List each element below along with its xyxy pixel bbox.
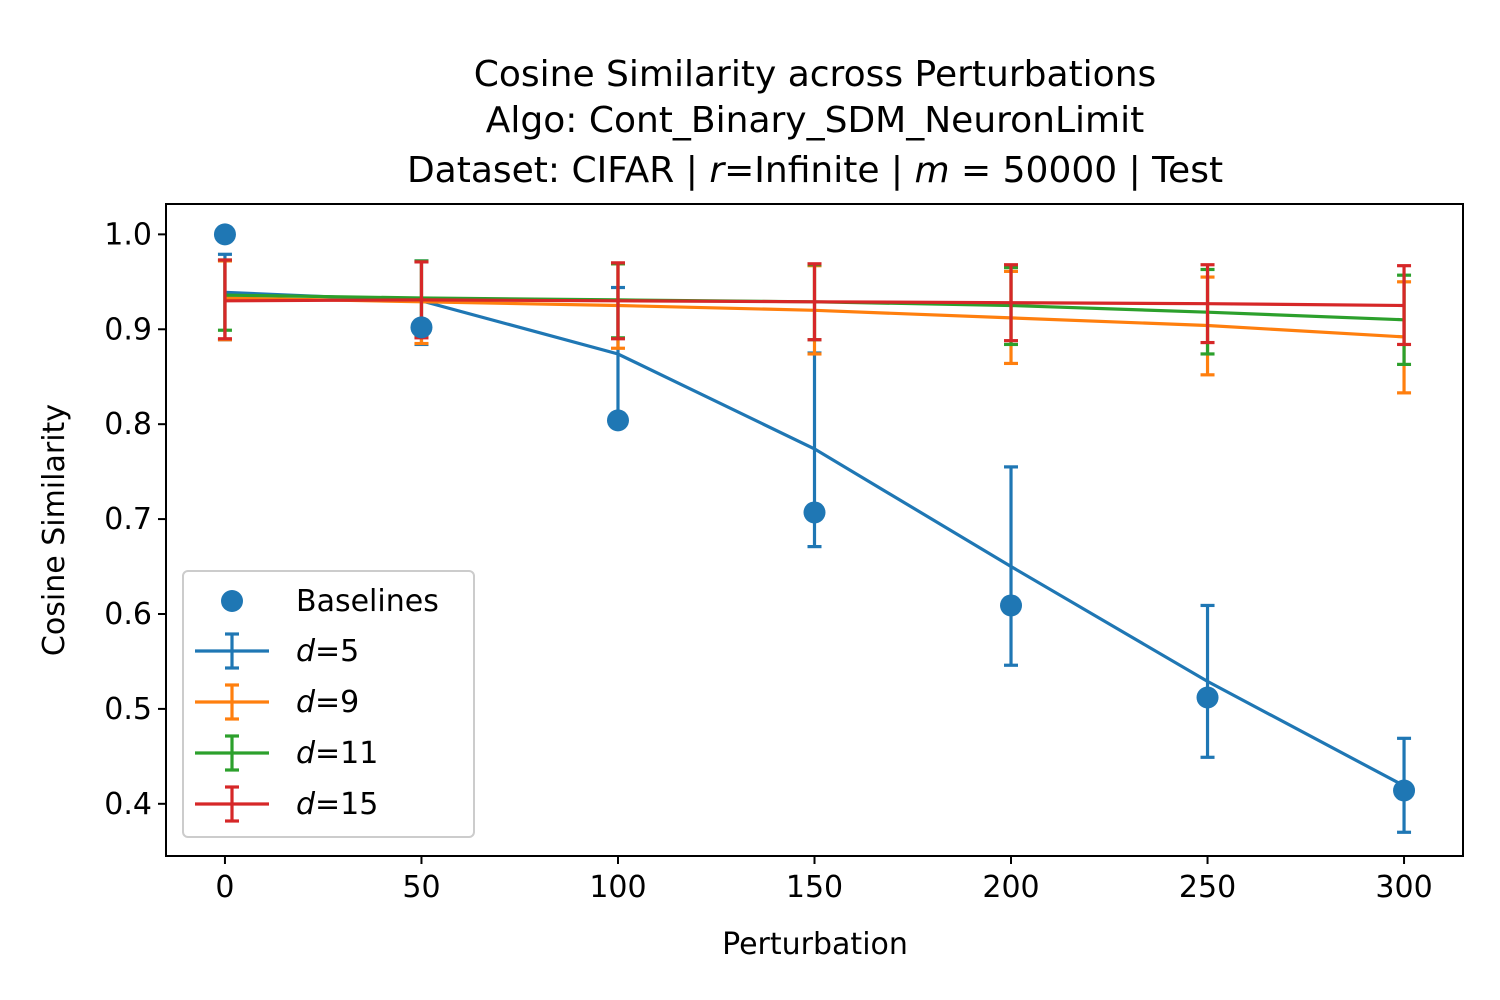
y-tick-label: 0.6 — [104, 597, 152, 632]
y-tick-label: 0.5 — [104, 692, 152, 727]
chart-title-line-3: Dataset: CIFAR | r=Infinite | m = 50000 … — [407, 150, 1223, 191]
error-bar — [217, 258, 232, 341]
baseline-point — [1196, 686, 1219, 709]
legend-entry-baselines: Baselines — [221, 584, 439, 619]
legend-entry-d-9: d=9 — [195, 683, 359, 721]
legend-entry-d-15: d=15 — [195, 785, 378, 823]
legend-entry-d-11: d=11 — [195, 734, 378, 772]
baseline-point — [410, 316, 433, 339]
legend-label-var: d — [296, 736, 316, 771]
x-tick-label: 0 — [215, 870, 234, 905]
y-tick-label: 0.8 — [104, 407, 152, 442]
y-tick-label: 0.9 — [104, 312, 152, 347]
baseline-point — [1000, 594, 1023, 617]
legend-entry-d-5: d=5 — [195, 632, 359, 670]
x-tick-label: 200 — [982, 870, 1039, 905]
x-axis-ticks: 0 50 100 150 200 250 300 — [215, 856, 1433, 905]
baseline-point — [803, 501, 826, 524]
chart-title-line-1: Cosine Similarity across Perturbations — [474, 54, 1157, 95]
legend-label-value: =11 — [315, 736, 378, 771]
y-axis-label: Cosine Similarity — [37, 404, 72, 656]
legend-label: d=11 — [296, 736, 378, 771]
legend-marker-baselines — [221, 590, 243, 612]
error-bar — [610, 261, 625, 341]
y-axis-ticks: 0.4 0.5 0.6 0.7 0.8 0.9 1.0 — [104, 217, 166, 822]
error-bar — [1200, 263, 1215, 345]
legend-label-value: =5 — [315, 634, 359, 669]
legend-label-value: =15 — [315, 787, 378, 822]
error-bar — [1397, 264, 1412, 347]
error-bar — [1004, 263, 1019, 343]
title-line-3-part: r — [709, 150, 726, 191]
legend-label: d=9 — [296, 685, 359, 720]
baseline-point — [606, 409, 629, 432]
x-tick-label: 300 — [1375, 870, 1432, 905]
x-tick-label: 250 — [1179, 870, 1236, 905]
series-d-15 — [217, 258, 1412, 347]
chart-title-line-2: Algo: Cont_Binary_SDM_NeuronLimit — [486, 100, 1144, 141]
baseline-point — [213, 223, 236, 246]
x-tick-label: 150 — [786, 870, 843, 905]
legend-label-var: d — [296, 634, 316, 669]
title-line-3-part: =Infinite | — [724, 150, 914, 191]
legend-label-var: d — [296, 787, 316, 822]
plot-area — [213, 223, 1416, 834]
legend-label-baselines: Baselines — [296, 584, 439, 619]
error-bar — [1200, 603, 1215, 759]
y-tick-label: 0.4 — [104, 787, 152, 822]
title-line-3-part: Dataset: CIFAR | — [407, 150, 709, 191]
baseline-point — [1393, 779, 1416, 802]
series-layer — [217, 252, 1412, 834]
y-tick-label: 1.0 — [104, 217, 152, 252]
legend-frame — [182, 570, 475, 838]
legend-label-var: d — [296, 685, 316, 720]
error-bar — [1004, 465, 1019, 667]
legend-label: d=15 — [296, 787, 378, 822]
error-bar — [807, 262, 822, 342]
baseline-points — [213, 223, 1416, 802]
chart-title: Cosine Similarity across Perturbations A… — [407, 54, 1223, 191]
x-tick-label: 50 — [402, 870, 440, 905]
title-line-3-part: = 50000 | Test — [950, 150, 1223, 191]
plot-frame — [165, 203, 1464, 857]
x-tick-label: 100 — [589, 870, 646, 905]
y-tick-label: 0.7 — [104, 502, 152, 537]
x-axis-label: Perturbation — [722, 927, 908, 962]
title-line-3-part: m — [915, 150, 950, 191]
legend-label: d=5 — [296, 634, 359, 669]
legend-label-value: =9 — [315, 685, 359, 720]
